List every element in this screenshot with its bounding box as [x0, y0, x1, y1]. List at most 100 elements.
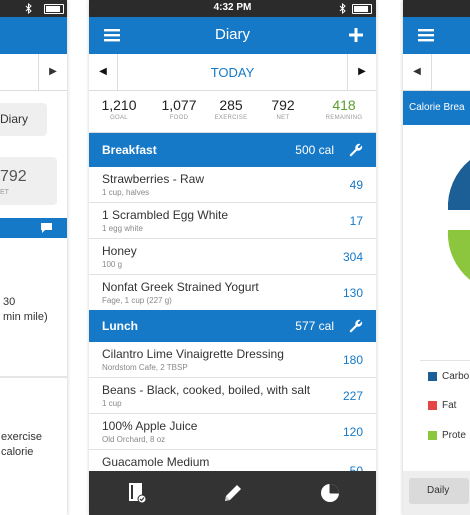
pie-chart-icon[interactable] — [317, 480, 343, 506]
food-label: FOOD — [169, 115, 189, 121]
summary-exercise: 285 EXERCISE — [209, 97, 253, 121]
food-calories: 49 — [349, 178, 363, 192]
battery-icon — [352, 4, 372, 14]
food-entry[interactable]: Strawberries - Raw 1 cup, halves 49 — [89, 167, 376, 203]
menu-icon[interactable] — [101, 23, 125, 47]
exercise-label: EXERCISE — [214, 115, 248, 121]
food-serving: Fage, 1 cup (227 g) — [102, 296, 172, 305]
left-diary-label: Diary — [0, 112, 29, 126]
left-divider — [0, 376, 67, 378]
wrench-icon[interactable] — [348, 318, 364, 334]
right-nav-bar — [403, 17, 470, 54]
fat-swatch — [428, 401, 437, 410]
carbs-label: Carbo — [442, 371, 470, 382]
food-serving: Nordstom Cafe, 2 TBSP — [102, 363, 188, 372]
remaining-value: 418 — [332, 97, 356, 113]
food-calories: 304 — [342, 250, 363, 264]
date-navigator: ◀ TODAY ▶ — [89, 54, 376, 91]
diary-phone-screen: 4:32 PM Diary ◀ TODAY ▶ 1,210 GOAL 1,077… — [89, 0, 376, 515]
wrench-icon[interactable] — [348, 142, 364, 158]
food-calories: 227 — [342, 389, 363, 403]
food-serving: 1 cup, halves — [102, 188, 150, 197]
food-name: Honey — [102, 244, 137, 258]
exercise-value: 285 — [219, 97, 243, 113]
goal-value: 1,210 — [101, 97, 137, 113]
left-net-value: 792 — [0, 168, 27, 185]
protein-swatch — [428, 431, 437, 440]
bottom-tab-bar — [89, 471, 376, 515]
net-label: NET — [276, 115, 290, 121]
food-name: Strawberries - Raw — [102, 172, 205, 186]
bluetooth-icon — [25, 3, 32, 14]
left-section-bar — [0, 218, 67, 238]
food-entry[interactable]: 1 Scrambled Egg White 1 egg white 17 — [89, 203, 376, 239]
summary-food: 1,077 FOOD — [157, 97, 201, 121]
date-label[interactable]: TODAY — [210, 65, 255, 80]
food-entry[interactable]: Nonfat Greek Strained Yogurt Fage, 1 cup… — [89, 275, 376, 310]
breakfast-header[interactable]: Breakfast 500 cal — [89, 133, 376, 167]
left-text-3: exercise — [1, 431, 42, 443]
calorie-summary: 1,210 GOAL 1,077 FOOD 285 EXERCISE 792 N… — [89, 91, 376, 133]
status-bar: 4:32 PM — [89, 0, 376, 17]
food-entry[interactable]: Cilantro Lime Vinaigrette Dressing Nords… — [89, 342, 376, 378]
remaining-label: REMAINING — [325, 115, 363, 121]
breakfast-calories: 500 cal — [295, 143, 334, 157]
left-nav-bar — [0, 17, 67, 54]
nav-bar: Diary — [89, 17, 376, 54]
chat-icon[interactable] — [40, 222, 53, 234]
next-day-button[interactable]: ▶ — [347, 54, 376, 90]
left-text-2: min mile) — [3, 311, 48, 323]
food-calories: 120 — [342, 425, 363, 439]
goal-label: GOAL — [110, 115, 128, 121]
left-net-box: 792 ET — [0, 157, 57, 205]
daily-button-label: Daily — [427, 485, 450, 496]
lunch-header[interactable]: Lunch 577 cal — [89, 310, 376, 342]
left-diary-button[interactable]: Diary — [0, 103, 47, 136]
right-date-bar: ◀ — [403, 54, 470, 91]
diary-icon[interactable] — [124, 480, 150, 506]
breakfast-title: Breakfast — [102, 143, 157, 157]
food-value: 1,077 — [161, 97, 197, 113]
page-title: Diary — [214, 26, 250, 43]
plus-icon[interactable] — [344, 23, 368, 47]
food-calories: 130 — [342, 286, 363, 300]
food-calories: 180 — [342, 353, 363, 367]
net-value: 792 — [271, 97, 295, 113]
left-net-label: ET — [0, 189, 9, 196]
right-section-header: Calorie Brea — [403, 91, 470, 125]
right-legend: Carbo Fat Prote — [420, 360, 470, 451]
bluetooth-icon — [339, 3, 346, 14]
daily-button[interactable]: Daily — [409, 478, 469, 504]
summary-remaining: 418 REMAINING — [317, 97, 371, 121]
status-time: 4:32 PM — [213, 2, 252, 13]
food-serving: 1 cup — [102, 399, 122, 408]
left-text-4: calorie — [1, 446, 34, 458]
food-entry[interactable]: 100% Apple Juice Old Orchard, 8 oz 120 — [89, 414, 376, 450]
next-arrow-icon[interactable]: ▶ — [38, 54, 67, 90]
right-bottom-bar: Daily — [403, 471, 470, 515]
summary-net: 792 NET — [261, 97, 305, 121]
carbs-swatch — [428, 372, 437, 381]
food-name: 100% Apple Juice — [102, 419, 198, 433]
food-name: 1 Scrambled Egg White — [102, 208, 229, 222]
food-entry[interactable]: Honey 100 g 304 — [89, 239, 376, 275]
left-phone-screen: ▶ Diary 792 ET 30 min mile) exercise cal… — [0, 0, 67, 515]
battery-icon — [44, 4, 64, 14]
food-serving: 100 g — [102, 260, 123, 269]
summary-goal: 1,210 GOAL — [97, 97, 141, 121]
food-name: Nonfat Greek Strained Yogurt — [102, 280, 259, 294]
previous-arrow-icon[interactable]: ◀ — [403, 54, 432, 90]
previous-day-button[interactable]: ◀ — [89, 54, 118, 90]
food-calories: 17 — [349, 214, 363, 228]
left-text-1: 30 — [3, 296, 16, 308]
menu-icon[interactable] — [415, 23, 439, 47]
calorie-breakdown-title: Calorie Brea — [409, 102, 465, 113]
right-phone-screen: ◀ Calorie Brea Carbo Fat Prote Daily — [403, 0, 470, 515]
macro-pie-chart — [443, 160, 470, 280]
pencil-icon[interactable] — [220, 480, 246, 506]
food-serving: Old Orchard, 8 oz — [102, 435, 166, 444]
left-date-bar: ▶ — [0, 54, 67, 91]
right-status-bar — [403, 0, 470, 17]
food-entry[interactable]: Beans - Black, cooked, boiled, with salt… — [89, 378, 376, 414]
lunch-title: Lunch — [102, 319, 138, 333]
